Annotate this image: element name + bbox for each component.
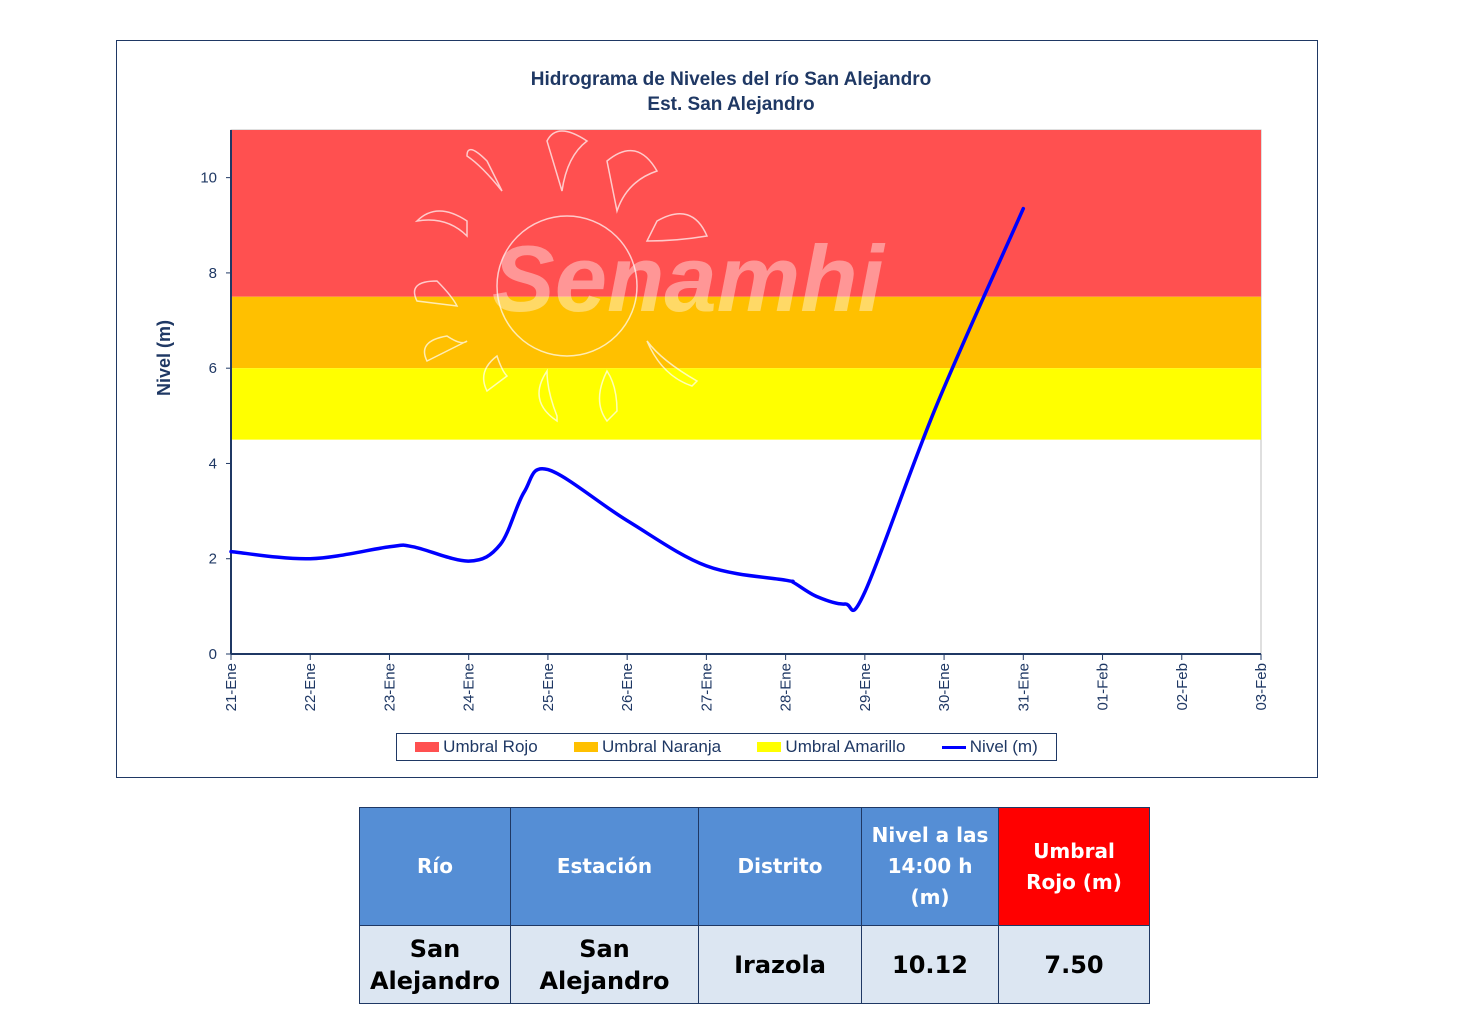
legend-swatch-rojo [415,742,440,752]
y-tick-label: 2 [209,551,217,568]
header-rio: Río [359,807,511,926]
x-tick-label: 28-Ene [778,663,795,711]
senamhi-watermark-logo: Senamhi [413,130,886,423]
watermark-text: Senamhi [492,226,886,331]
hydrograph-chart: Hidrograma de Niveles del río San Alejan… [154,69,1270,711]
legend-line-nivel [941,745,966,749]
cell-distrito: Irazola [698,925,862,1004]
y-tick-label: 0 [209,646,217,663]
header-distrito: Distrito [698,807,862,926]
x-tick-label: 03-Feb [1253,663,1270,711]
y-tick-label: 10 [200,170,217,187]
legend-label-amarillo: Umbral Amarillo [785,737,906,756]
chart-title-line1: Hidrograma de Niveles del río San Alejan… [531,69,932,90]
header-nivel: Nivel a las 14:00 h (m) [861,807,999,926]
band-umbral-naranja [231,296,1261,369]
table-header-row: Río Estación Distrito Nivel a las 14:00 … [359,807,1150,926]
legend-item-umbral-amarillo: Umbral Amarillo [757,737,905,757]
legend-item-nivel: Nivel (m) [941,737,1038,757]
x-tick-label: 01-Feb [1095,663,1112,711]
x-tick-label: 21-Ene [223,663,240,711]
x-tick-label: 31-Ene [1015,663,1032,711]
legend-swatch-naranja [574,742,599,752]
legend-swatch-amarillo [757,742,782,752]
cell-rio: San Alejandro [359,925,511,1004]
y-tick-label: 4 [209,455,217,472]
cell-estacion: San Alejandro [510,925,699,1004]
y-tick-label: 8 [209,265,217,282]
header-estacion: Estación [510,807,699,926]
table-row: San Alejandro San Alejandro Irazola 10.1… [359,925,1150,1004]
legend-label-rojo: Umbral Rojo [443,737,538,756]
header-umbral-rojo: Umbral Rojo (m) [998,807,1150,926]
chart-legend: Umbral Rojo Umbral Naranja Umbral Amaril… [396,733,1057,761]
x-tick-label: 26-Ene [619,663,636,711]
x-tick-label: 22-Ene [302,663,319,711]
cell-umbral-rojo: 7.50 [998,925,1150,1004]
chart-title-line2: Est. San Alejandro [647,94,814,115]
x-tick-label: 30-Ene [936,663,953,711]
x-tick-label: 25-Ene [540,663,557,711]
cell-nivel: 10.12 [861,925,999,1004]
x-tick-label: 23-Ene [381,663,398,711]
y-axis-label: Nivel (m) [154,320,174,396]
x-tick-label: 24-Ene [461,663,478,711]
y-tick-label: 6 [209,360,217,377]
station-info-table: Río Estación Distrito Nivel a las 14:00 … [359,807,1150,1004]
legend-item-umbral-naranja: Umbral Naranja [574,737,721,757]
chart-frame: Hidrograma de Niveles del río San Alejan… [116,40,1318,778]
band-umbral-rojo [231,130,1261,297]
x-tick-label: 27-Ene [698,663,715,711]
legend-label-naranja: Umbral Naranja [602,737,722,756]
x-tick-label: 02-Feb [1174,663,1191,711]
series-line-nivel [229,206,1026,613]
legend-item-umbral-rojo: Umbral Rojo [415,737,538,757]
x-tick-label: 29-Ene [857,663,874,711]
band-umbral-amarillo [231,368,1261,440]
legend-label-nivel: Nivel (m) [969,737,1038,756]
